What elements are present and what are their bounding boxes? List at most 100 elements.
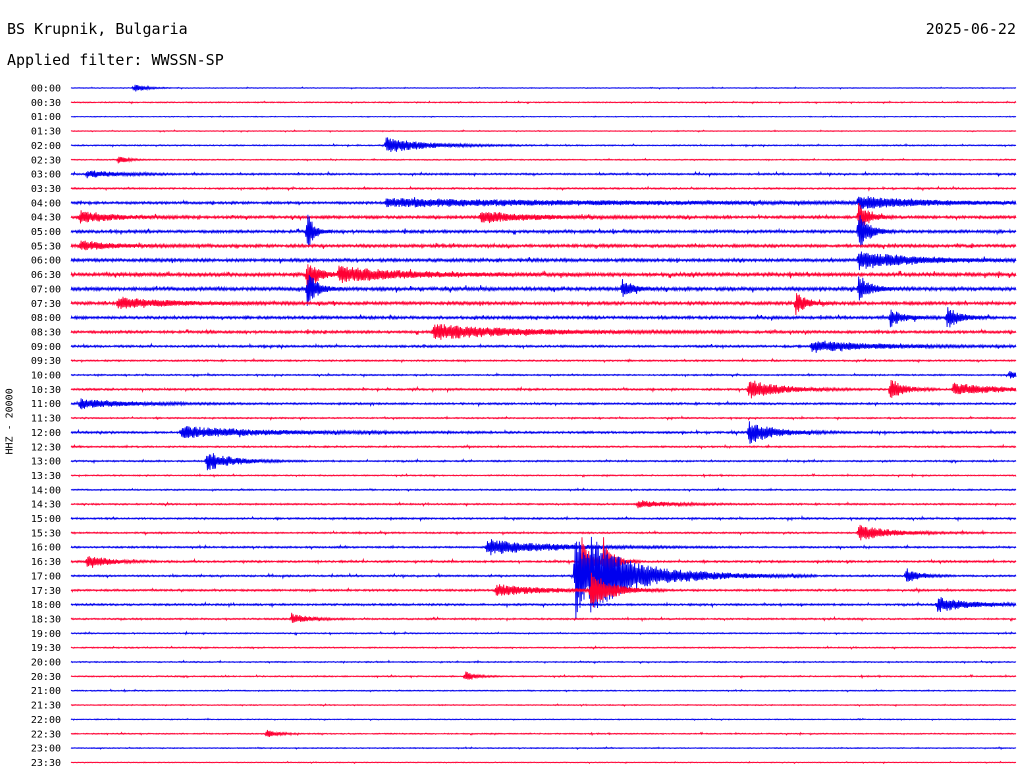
- trace-line-0030: [70, 100, 1017, 105]
- row-time-label: 21:00: [31, 686, 61, 697]
- row-time-label: 00:30: [31, 98, 61, 109]
- trace-line-1730: [70, 572, 1017, 608]
- row-time-label: 02:30: [31, 155, 61, 166]
- row-time-label: 18:30: [31, 614, 61, 625]
- tick-label-group: 00:00 00:30 01:00 01:30 02:00 02:30 03:00 03:30…: [31, 84, 61, 769]
- row-time-label: 04:00: [31, 198, 61, 209]
- trace-line-1330: [70, 473, 1017, 479]
- trace-line-1700: [70, 536, 1017, 620]
- trace-line-2230: [70, 729, 1017, 737]
- trace-line-0230: [70, 156, 1017, 164]
- trace-line-1630: [70, 537, 1017, 587]
- row-time-label: 00:00: [31, 84, 61, 95]
- row-time-label: 12:00: [31, 428, 61, 439]
- row-time-label: 10:30: [31, 385, 61, 396]
- trace-line-0800: [70, 307, 1017, 328]
- trace-line-0830: [70, 324, 1017, 340]
- trace-line-0530: [70, 240, 1017, 251]
- trace-line-2130: [70, 703, 1017, 708]
- station-title: BS Krupnik, Bulgaria: [7, 20, 188, 38]
- date-label: 2025-06-22: [925, 20, 1016, 38]
- row-time-label: 19:00: [31, 629, 61, 640]
- row-time-label: 04:30: [31, 213, 61, 224]
- trace-line-2330: [70, 760, 1017, 765]
- trace-line-1500: [70, 514, 1017, 522]
- trace-line-0700: [70, 275, 1017, 306]
- trace-line-0200: [70, 137, 1017, 153]
- row-time-label: 20:00: [31, 658, 61, 669]
- trace-line-2000: [70, 659, 1017, 665]
- row-time-label: 15:30: [31, 528, 61, 539]
- trace-line-1130: [70, 415, 1017, 421]
- row-time-label: 18:00: [31, 600, 61, 611]
- row-time-label: 08:30: [31, 327, 61, 338]
- row-time-label: 14:30: [31, 500, 61, 511]
- row-time-label: 05:00: [31, 227, 61, 238]
- trace-line-1530: [70, 524, 1017, 541]
- trace-line-2100: [70, 688, 1017, 693]
- trace-line-1830: [70, 612, 1017, 623]
- row-time-label: 17:00: [31, 571, 61, 582]
- row-time-label: 13:30: [31, 471, 61, 482]
- row-time-label: 11:30: [31, 414, 61, 425]
- row-time-label: 12:30: [31, 442, 61, 453]
- trace-line-0730: [70, 293, 1017, 316]
- row-time-label: 02:00: [31, 141, 61, 152]
- trace-line-0430: [70, 202, 1017, 230]
- trace-line-0500: [70, 214, 1017, 247]
- row-time-label: 14:00: [31, 485, 61, 496]
- row-time-label: 19:30: [31, 643, 61, 654]
- row-time-label: 05:30: [31, 241, 61, 252]
- row-time-label: 16:00: [31, 543, 61, 554]
- row-time-label: 06:30: [31, 270, 61, 281]
- trace-line-1100: [70, 398, 1017, 410]
- row-time-label: 01:30: [31, 127, 61, 138]
- trace-line-1930: [70, 645, 1017, 650]
- trace-line-1030: [70, 379, 1017, 399]
- trace-line-2200: [70, 717, 1017, 722]
- trace-line-1900: [70, 630, 1017, 636]
- row-time-label: 21:30: [31, 701, 61, 712]
- trace-line-1000: [70, 371, 1017, 379]
- row-time-label: 20:30: [31, 672, 61, 683]
- row-time-label: 23:30: [31, 758, 61, 769]
- row-time-label: 03:00: [31, 170, 61, 181]
- row-time-label: 03:30: [31, 184, 61, 195]
- trace-line-1200: [70, 421, 1017, 444]
- trace-line-0100: [70, 115, 1017, 119]
- row-time-label: 17:30: [31, 586, 61, 597]
- row-time-label: 09:30: [31, 356, 61, 367]
- row-time-label: 13:00: [31, 457, 61, 468]
- row-time-label: 11:00: [31, 399, 61, 410]
- trace-line-2030: [70, 671, 1017, 680]
- row-time-label: 08:00: [31, 313, 61, 324]
- row-time-label: 23:00: [31, 744, 61, 755]
- trace-line-0130: [70, 129, 1017, 133]
- trace-line-0630: [70, 264, 1017, 294]
- trace-group: [70, 84, 1017, 765]
- row-time-label: 06:00: [31, 256, 61, 267]
- row-time-label: 16:30: [31, 557, 61, 568]
- trace-line-0330: [70, 185, 1017, 192]
- trace-line-2300: [70, 746, 1017, 751]
- filter-label: Applied filter: WWSSN-SP: [7, 51, 224, 69]
- trace-line-1300: [70, 453, 1017, 471]
- trace-line-0300: [70, 170, 1017, 179]
- row-time-label: 07:30: [31, 299, 61, 310]
- row-time-label: 10:00: [31, 371, 61, 382]
- trace-line-1430: [70, 500, 1017, 509]
- trace-line-0000: [70, 84, 1017, 92]
- trace-line-0930: [70, 357, 1017, 364]
- trace-line-1400: [70, 487, 1017, 493]
- row-time-label: 22:00: [31, 715, 61, 726]
- row-time-label: 01:00: [31, 112, 61, 123]
- trace-line-0400: [70, 196, 1017, 210]
- row-time-label: 22:30: [31, 729, 61, 740]
- row-time-label: 07:00: [31, 284, 61, 295]
- trace-line-0900: [70, 340, 1017, 353]
- trace-line-0600: [70, 251, 1017, 271]
- trace-line-1800: [70, 597, 1017, 613]
- trace-line-1230: [70, 443, 1017, 450]
- row-time-label: 09:00: [31, 342, 61, 353]
